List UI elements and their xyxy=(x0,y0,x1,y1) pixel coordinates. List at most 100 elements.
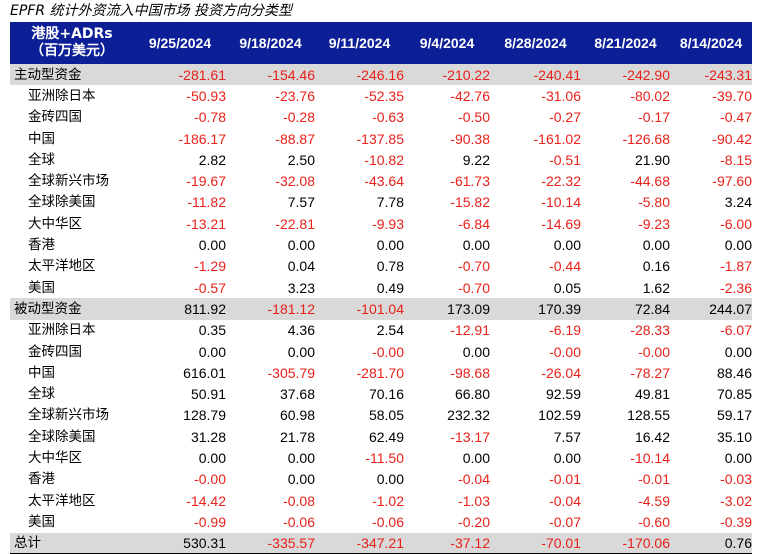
value-cell: -80.02 xyxy=(630,87,670,104)
row-label: 太平洋地区 xyxy=(28,492,96,509)
value-cell: 21.90 xyxy=(634,151,670,168)
value-cell: -0.60 xyxy=(638,513,670,530)
value-cell: 128.79 xyxy=(183,407,226,424)
value-cell: -281.70 xyxy=(356,364,404,381)
value-cell: 31.28 xyxy=(190,428,226,445)
value-cell: -161.02 xyxy=(533,130,581,147)
value-cell: -0.03 xyxy=(720,471,752,488)
value-cell: -6.84 xyxy=(458,215,490,232)
row-label: 金砖四国 xyxy=(28,343,82,360)
value-cell: 0.00 xyxy=(462,237,490,254)
value-cell: -42.76 xyxy=(450,87,490,104)
value-cell: -32.08 xyxy=(275,173,315,190)
value-cell: 173.09 xyxy=(447,300,490,317)
value-cell: 128.55 xyxy=(627,407,670,424)
value-cell: -126.68 xyxy=(622,130,670,147)
table-row: 太平洋地区 -1.29 0.04 0.78 -0.70 -0.44 0.16 -1.87 xyxy=(10,256,752,277)
value-cell: -6.00 xyxy=(720,215,752,232)
value-cell: -9.93 xyxy=(372,215,404,232)
value-cell: 811.92 xyxy=(184,300,226,317)
value-cell: -186.17 xyxy=(178,130,226,147)
value-cell: 60.98 xyxy=(279,407,315,424)
value-cell: -0.04 xyxy=(458,471,490,488)
value-cell: 7.57 xyxy=(553,428,581,445)
header-date: 9/4/2024 xyxy=(419,35,475,51)
value-cell: -137.85 xyxy=(356,130,404,147)
value-cell: -10.82 xyxy=(364,151,404,168)
value-cell: -0.00 xyxy=(638,343,670,360)
value-cell: -90.42 xyxy=(712,130,752,147)
value-cell: -14.69 xyxy=(541,215,581,232)
value-cell: 0.00 xyxy=(287,343,315,360)
table-row: 全球新兴市场 -19.67 -32.08 -43.64 -61.73 -22.32 -44.… xyxy=(10,170,752,191)
value-cell: -11.50 xyxy=(365,449,404,466)
value-cell: 0.00 xyxy=(724,449,752,466)
value-cell: 3.23 xyxy=(287,279,315,296)
section-row: 主动型资金 -281.61 -154.46 -246.16 -210.22 -240.41… xyxy=(10,64,752,86)
table-row: 美国 -0.57 3.23 0.49 -0.70 0.05 1.62 -2.36 xyxy=(10,277,752,298)
value-cell: -6.19 xyxy=(549,322,581,339)
value-cell: 72.84 xyxy=(634,300,670,317)
table-row: 亚洲除日本 -50.93 -23.76 -52.35 -42.76 -31.06 -80.0… xyxy=(10,85,752,106)
value-cell: -11.82 xyxy=(187,194,226,211)
value-cell: -1.03 xyxy=(458,492,490,509)
value-cell: -9.23 xyxy=(638,215,670,232)
header-date: 8/14/2024 xyxy=(679,35,743,51)
header-date: 9/18/2024 xyxy=(239,35,302,51)
value-cell: -22.81 xyxy=(275,215,315,232)
value-cell: -335.57 xyxy=(226,532,315,554)
value-cell: -0.78 xyxy=(194,109,226,126)
table-row: 香港 0.00 0.00 0.00 0.00 0.00 0.00 0.00 xyxy=(10,234,752,255)
value-cell: -0.06 xyxy=(372,513,404,530)
value-cell: -22.32 xyxy=(541,173,581,190)
table-row: 大中华区 -13.21 -22.81 -9.93 -6.84 -14.69 -9.23 -6.… xyxy=(10,213,752,234)
row-label: 亚洲除日本 xyxy=(28,87,96,104)
table-row: 大中华区 0.00 0.00 -11.50 0.00 0.00 -10.14 0.00 xyxy=(10,447,752,468)
header-label-cell: 港股+ADRs （百万美元） xyxy=(10,22,134,64)
value-cell: 9.22 xyxy=(462,151,490,168)
value-cell: 62.49 xyxy=(368,428,404,445)
value-cell: 0.00 xyxy=(553,449,581,466)
row-label: 大中华区 xyxy=(28,449,82,466)
value-cell: 0.00 xyxy=(462,343,490,360)
value-cell: 616.01 xyxy=(183,364,226,381)
row-label: 中国 xyxy=(28,364,55,381)
value-cell: 4.36 xyxy=(287,322,315,339)
row-label: 全球除美国 xyxy=(28,428,96,445)
value-cell: -15.82 xyxy=(450,194,490,211)
row-label: 全球除美国 xyxy=(28,194,96,211)
value-cell: 92.59 xyxy=(545,386,581,403)
value-cell: -240.41 xyxy=(533,66,581,83)
row-label: 全球新兴市场 xyxy=(28,173,109,190)
value-cell: -0.01 xyxy=(549,471,581,488)
value-cell: 2.54 xyxy=(376,322,404,339)
header-row: 港股+ADRs （百万美元） 9/25/2024 9/18/2024 9/11/… xyxy=(10,22,752,64)
row-label: 主动型资金 xyxy=(14,66,82,83)
value-cell: -305.79 xyxy=(267,364,315,381)
value-cell: -44.68 xyxy=(630,173,670,190)
value-cell: -0.20 xyxy=(458,513,490,530)
value-cell: 2.50 xyxy=(287,151,315,168)
value-cell: -10.14 xyxy=(541,194,581,211)
value-cell: 0.05 xyxy=(553,279,581,296)
value-cell: -26.04 xyxy=(541,364,581,381)
header-date: 8/28/2024 xyxy=(504,35,567,51)
value-cell: -0.08 xyxy=(283,492,315,509)
value-cell: 0.00 xyxy=(198,343,226,360)
value-cell: -13.21 xyxy=(186,215,226,232)
value-cell: -4.59 xyxy=(638,492,670,509)
value-cell: -0.70 xyxy=(458,258,490,275)
value-cell: -0.47 xyxy=(720,109,752,126)
value-cell: -0.17 xyxy=(638,109,670,126)
value-cell: -1.87 xyxy=(720,258,752,275)
row-label: 美国 xyxy=(28,513,55,530)
value-cell: -43.64 xyxy=(364,173,404,190)
table-row: 香港 -0.00 0.00 0.00 -0.04 -0.01 -0.01 -0.03 xyxy=(10,469,752,490)
value-cell: -0.39 xyxy=(720,513,752,530)
value-cell: -88.87 xyxy=(275,130,315,147)
value-cell: -23.76 xyxy=(275,87,315,104)
table-body: 主动型资金 -281.61 -154.46 -246.16 -210.22 -240.41… xyxy=(10,64,752,554)
value-cell: -13.17 xyxy=(450,428,490,445)
value-cell: 0.00 xyxy=(642,237,670,254)
value-cell: -52.35 xyxy=(364,87,404,104)
